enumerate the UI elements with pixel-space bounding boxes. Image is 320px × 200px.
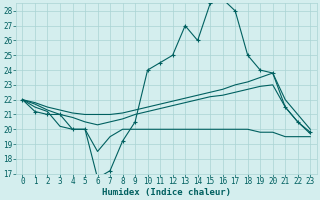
X-axis label: Humidex (Indice chaleur): Humidex (Indice chaleur) [102, 188, 231, 197]
